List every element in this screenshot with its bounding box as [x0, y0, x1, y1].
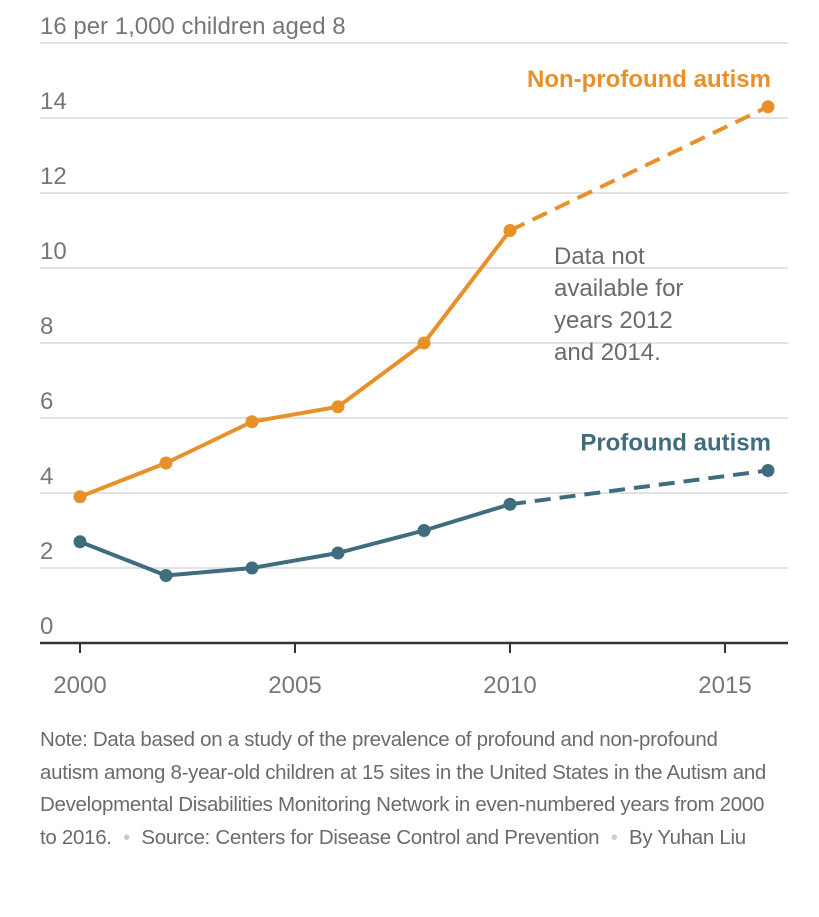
annotation-line: available for — [554, 275, 683, 302]
data-point — [159, 456, 173, 470]
separator-dot: • — [123, 825, 130, 849]
annotation-line: years 2012 — [554, 307, 673, 334]
y-axis-ticks: 0 2 4 6 8 10 12 14 16 per 1,000 children aged 8 — [40, 13, 346, 640]
data-point — [331, 546, 345, 560]
x-tick-label: 2000 — [53, 672, 106, 699]
chart-footnote: Note: Data based on a study of the preva… — [40, 724, 770, 854]
y-tick-label: 12 — [40, 163, 67, 190]
data-point — [761, 464, 775, 477]
y-tick-label: 4 — [40, 463, 53, 490]
y-tick-label: 2 — [40, 538, 53, 565]
series-profound — [73, 464, 775, 582]
y-tick-label: 8 — [40, 313, 53, 340]
byline: By Yuhan Liu — [629, 825, 746, 849]
y-tick-label: 0 — [40, 613, 53, 640]
series-label-profound: Profound autism — [580, 430, 771, 457]
y-tick-label: 14 — [40, 88, 67, 115]
data-point — [417, 336, 431, 350]
x-axis-ticks: 2000 2005 2010 2015 — [53, 643, 752, 699]
series-group — [73, 100, 775, 582]
annotation-line: and 2014. — [554, 339, 661, 366]
data-point — [159, 569, 173, 582]
data-point — [245, 415, 259, 429]
data-point — [503, 224, 517, 237]
data-point — [503, 497, 517, 511]
series-line-dashed — [509, 104, 769, 233]
y-tick-label: 10 — [40, 238, 67, 265]
series-non-profound — [73, 100, 775, 504]
series-line-dashed — [509, 468, 769, 507]
data-point — [73, 535, 87, 549]
y-tick-label: 6 — [40, 388, 53, 415]
data-point — [245, 561, 259, 575]
annotation-line: Data not — [554, 243, 645, 270]
x-tick-label: 2010 — [483, 672, 536, 699]
source-text: Source: Centers for Disease Control and … — [141, 825, 600, 849]
data-point — [73, 490, 87, 504]
series-label-non-profound: Non-profound autism — [527, 66, 771, 93]
data-point — [331, 400, 345, 414]
series-line-solid — [79, 229, 512, 499]
x-tick-label: 2015 — [698, 672, 751, 699]
data-point — [417, 524, 431, 537]
gridlines — [40, 42, 788, 569]
series-labels: Non-profound autism Profound autism — [527, 66, 771, 457]
x-tick-label: 2005 — [268, 672, 321, 699]
series-line-solid — [79, 502, 511, 578]
y-tick-label: 16 per 1,000 children aged 8 — [40, 13, 346, 40]
data-point — [761, 100, 775, 114]
note-text: Note: Data based on a study of the preva… — [40, 728, 767, 849]
annotation-data-not-available: Data not available for years 2012 and 20… — [554, 243, 683, 366]
separator-dot: • — [610, 825, 618, 849]
